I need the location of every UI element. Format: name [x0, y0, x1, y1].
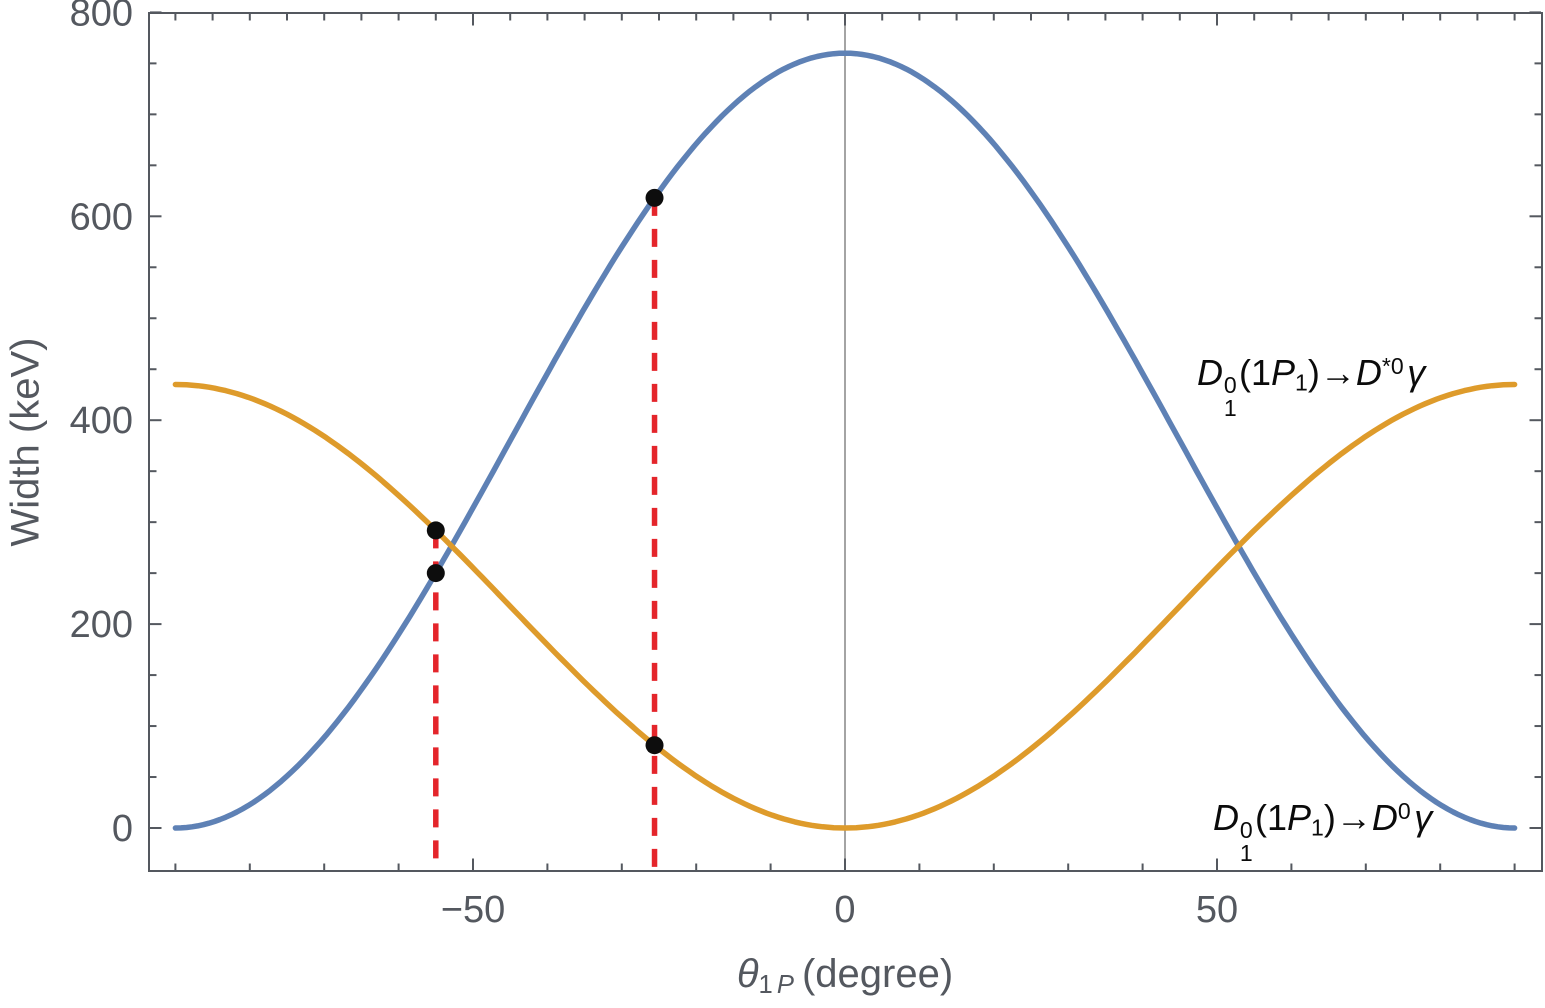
- label-paren: (1: [1255, 797, 1288, 838]
- label-d1-sub: 1: [1239, 840, 1253, 867]
- label-d1: D: [1213, 797, 1239, 838]
- label-p: P: [1287, 797, 1312, 838]
- label-arrow: )→: [1307, 352, 1356, 393]
- axis-ticks: [150, 11, 1541, 870]
- label-d1: D: [1197, 352, 1223, 393]
- data-point-dot: [645, 736, 664, 755]
- label-d1-sub: 1: [1223, 395, 1237, 422]
- y-tick-label: 800: [70, 0, 133, 34]
- label-gamma: γ: [1407, 352, 1426, 393]
- y-axis-title: Width (keV): [4, 338, 49, 547]
- y-axis-title-text: Width (keV): [3, 337, 48, 547]
- y-tick-label: 400: [70, 400, 133, 442]
- data-point-dot: [645, 188, 664, 207]
- label-d1-sup: 0: [1239, 817, 1253, 844]
- y-tick-label: 600: [70, 196, 133, 238]
- curve-label-dstar0-gamma: D 0 1 (1P1)→D*0γ: [1197, 352, 1425, 420]
- y-tick-label: 0: [112, 808, 133, 850]
- x-tick-label: 0: [834, 889, 855, 931]
- label-d2-sup: *0: [1381, 352, 1404, 379]
- curve-label-d0-gamma: D 0 1 (1P1)→D0γ: [1213, 797, 1432, 865]
- label-paren: (1: [1239, 352, 1272, 393]
- series-curve-dstar0-gamma: [172, 381, 1518, 831]
- label-d2-sup: 0: [1397, 797, 1411, 824]
- x-axis-title: θ1 P (degree): [737, 952, 953, 1000]
- data-point-dot: [426, 521, 445, 540]
- data-point-dot: [426, 564, 445, 583]
- highlight-markers: [426, 188, 664, 869]
- series-curve-d0-gamma: [172, 50, 1518, 831]
- label-gamma: γ: [1414, 797, 1433, 838]
- x-tick-label: 50: [1196, 889, 1238, 931]
- label-d2: D: [1355, 352, 1382, 393]
- theta-symbol: θ: [736, 952, 759, 996]
- theta-subscript-p: P: [776, 971, 794, 1000]
- x-axis-unit: (degree): [801, 952, 954, 996]
- plot-frame: [148, 12, 1543, 872]
- label-p: P: [1271, 352, 1296, 393]
- label-d1-sup: 0: [1223, 372, 1237, 399]
- tick-labels: −50 0 50 0 200 400 600 800: [70, 0, 1239, 931]
- label-d2: D: [1371, 797, 1398, 838]
- label-p-sub: 1: [1295, 369, 1308, 396]
- label-p-sub: 1: [1311, 814, 1324, 841]
- y-tick-label: 200: [70, 604, 133, 646]
- x-tick-label: −50: [441, 889, 505, 931]
- label-arrow: )→: [1323, 797, 1372, 838]
- theta-subscript-1: 1: [758, 971, 773, 1000]
